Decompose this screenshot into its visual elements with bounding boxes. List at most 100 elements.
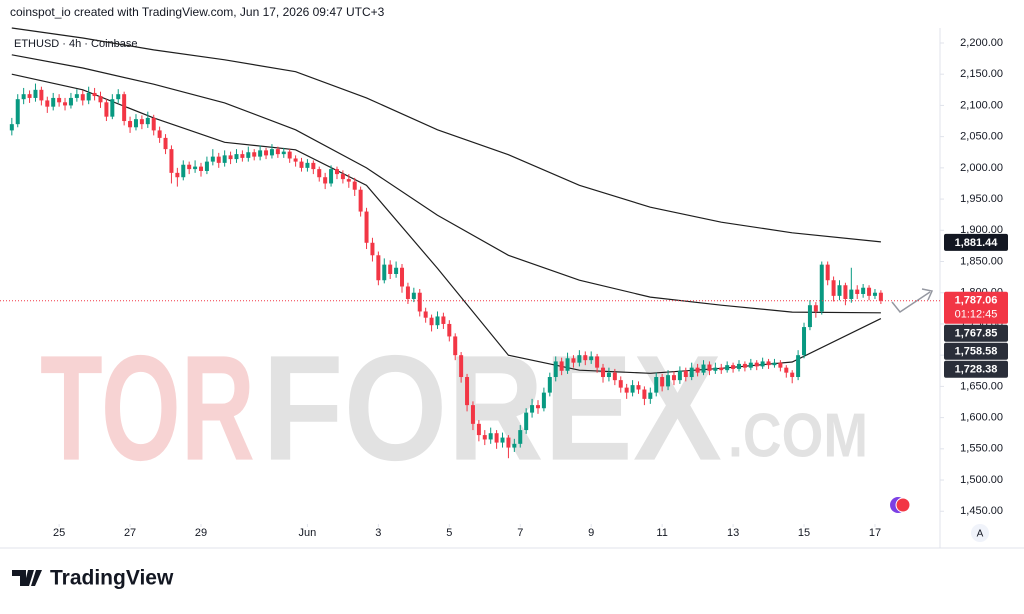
candle-body (9, 124, 14, 131)
candle-body (216, 156, 221, 163)
y-tick-label: 2,000.00 (960, 162, 1003, 174)
candle-body (157, 130, 162, 138)
candle-body (754, 362, 759, 367)
candle-body (636, 385, 641, 390)
candle-body (199, 166, 204, 171)
scale-button[interactable] (971, 524, 989, 542)
candle-body (246, 152, 251, 158)
last-price-box (944, 291, 1008, 324)
candle-body (116, 94, 121, 100)
candle-body (760, 361, 765, 367)
candle-body (559, 361, 564, 371)
watermark-text: TOR (40, 324, 255, 492)
candle-body (417, 292, 422, 312)
candle-body (74, 94, 79, 98)
candle-body (57, 97, 62, 103)
candle-body (311, 162, 316, 170)
candle-body (849, 289, 854, 299)
moving-average (11, 54, 881, 314)
candle-body (423, 311, 428, 318)
candle-body (701, 364, 706, 373)
candle-body (98, 96, 103, 103)
candle-body (151, 117, 156, 131)
y-tick-label: 1,650.00 (960, 380, 1003, 392)
candle-body (204, 161, 209, 171)
candle-body (346, 179, 351, 182)
candle-body (358, 189, 363, 212)
last-price-label: 1,787.06 (955, 295, 998, 307)
candle-body (606, 372, 611, 378)
price-label: 1,758.58 (955, 346, 998, 358)
candle-body (187, 164, 192, 170)
candle-body (612, 372, 617, 381)
candle-body (772, 362, 777, 366)
candle-body (317, 169, 322, 178)
candle-body (27, 94, 32, 98)
candle-body (689, 367, 694, 378)
candle-body (648, 392, 653, 399)
candle-body (459, 355, 464, 378)
candle-body (222, 155, 227, 163)
x-tick-label: 11 (656, 527, 667, 539)
logo-icon (12, 570, 42, 586)
candle-body (400, 267, 405, 287)
candle-body (618, 380, 623, 388)
candle-body (595, 356, 600, 368)
logo: TradingView (12, 567, 174, 590)
price-label-box (944, 233, 1008, 251)
candle-body (465, 377, 470, 406)
candle-body (796, 355, 801, 378)
candle-body (441, 316, 446, 324)
arrow-drawing (891, 288, 934, 314)
candle-body (305, 162, 310, 168)
y-tick-label: 1,900.00 (960, 224, 1003, 236)
x-tick-label: 15 (798, 527, 810, 539)
watermark-text: FOREX (262, 324, 722, 492)
candle-body (671, 375, 676, 381)
candle-body (825, 264, 830, 281)
candle-body (742, 363, 747, 368)
scale-button-label[interactable]: A (977, 529, 984, 540)
candle-body (802, 327, 807, 356)
y-tick-label: 1,950.00 (960, 193, 1003, 205)
candle-body (589, 356, 594, 361)
candle-body (748, 362, 753, 368)
candle-body (68, 97, 73, 106)
candle-body (565, 358, 570, 371)
candle-body (861, 287, 866, 294)
y-tick-label: 1,500.00 (960, 474, 1003, 486)
candle-body (258, 150, 263, 157)
candle-body (86, 92, 91, 101)
candle-body (435, 316, 440, 326)
candle-body (482, 435, 487, 440)
candle-body (541, 392, 546, 409)
candle-body (813, 305, 818, 312)
candle-body (518, 430, 523, 444)
candle-body (553, 361, 558, 378)
candle-body (228, 155, 233, 160)
x-tick-label: 9 (588, 527, 594, 539)
candle-body (530, 405, 535, 413)
candle-body (370, 242, 375, 256)
candle-body (630, 385, 635, 393)
candle-body (872, 292, 877, 296)
candle-body (411, 292, 416, 299)
candle-body (683, 370, 688, 378)
candle-body (470, 405, 475, 424)
price-label-box (944, 342, 1008, 360)
candle-body (837, 285, 842, 296)
candle-body (500, 437, 505, 443)
candle-body (571, 358, 576, 363)
candle-body (334, 169, 339, 175)
y-tick-label: 1,450.00 (960, 505, 1003, 517)
candle-body (293, 158, 298, 162)
candle-body (488, 433, 493, 440)
candle-body (388, 264, 393, 274)
candle-body (736, 363, 741, 369)
candle-body (33, 89, 38, 98)
y-tick-label: 2,050.00 (960, 131, 1003, 143)
candle-body (45, 100, 50, 107)
candle-body (281, 151, 286, 155)
